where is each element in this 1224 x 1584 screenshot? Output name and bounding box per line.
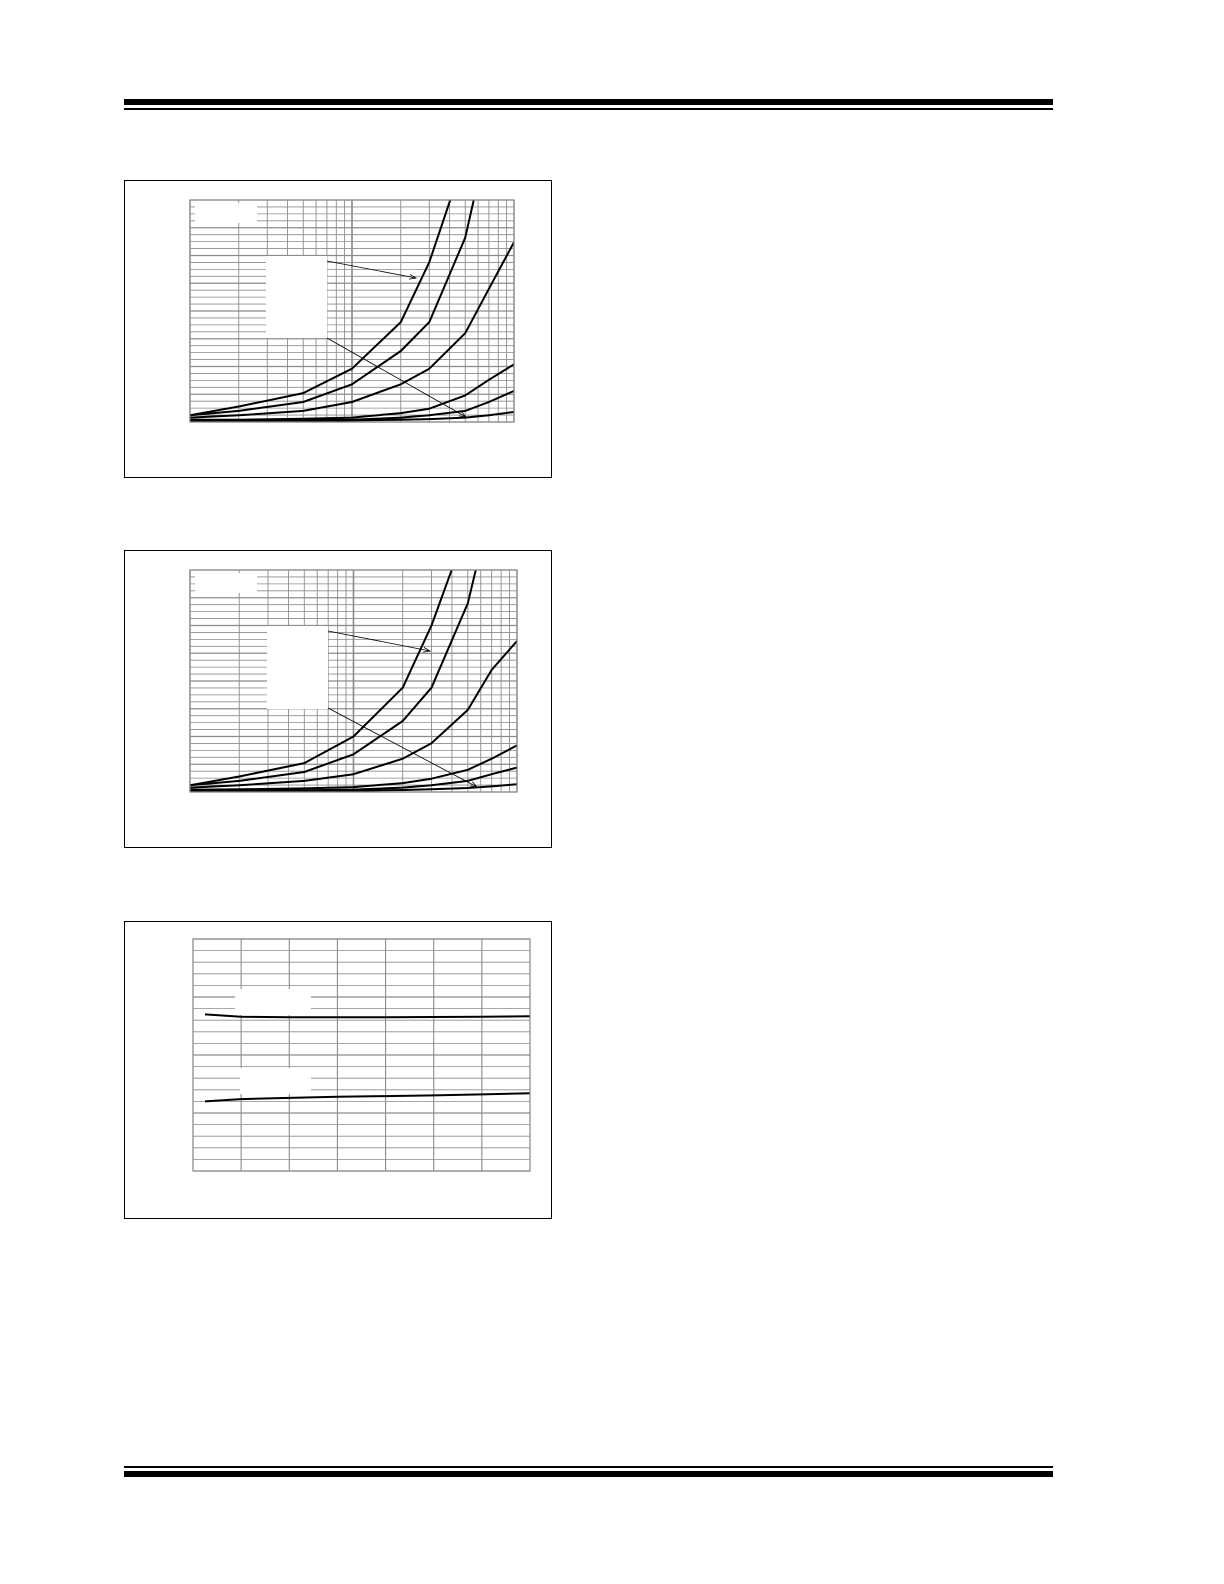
arrowhead-icon <box>409 274 418 280</box>
arrowhead-icon <box>470 781 479 788</box>
label-area <box>195 203 257 223</box>
plot-border <box>189 199 515 423</box>
label-area <box>195 573 257 593</box>
series-line-3 <box>190 241 514 419</box>
series-line-3 <box>190 640 517 789</box>
chart-frame-2 <box>124 550 552 848</box>
annotation-arrow <box>326 260 417 279</box>
header-thick-rule <box>124 99 1053 105</box>
chart-3 <box>192 938 531 1172</box>
series-line-2 <box>204 1092 530 1103</box>
series-line-2 <box>190 570 477 787</box>
series-line-4 <box>190 744 517 791</box>
series-line-2 <box>190 200 475 417</box>
annotation-arrow <box>326 337 467 418</box>
header-thin-rule <box>124 108 1053 110</box>
series-line-4 <box>190 363 514 421</box>
chart-2 <box>189 569 518 793</box>
annotation-arrow <box>327 630 431 652</box>
arrowhead-icon <box>459 411 468 418</box>
footer-thin-rule <box>124 1466 1053 1468</box>
series-line-6 <box>190 783 517 792</box>
arrowhead-icon <box>423 647 432 653</box>
label-area <box>235 989 311 1015</box>
label-area <box>240 1068 311 1094</box>
series-line-6 <box>190 411 514 422</box>
chart-1 <box>189 199 515 423</box>
footer-thick-rule <box>124 1471 1053 1477</box>
series-line-1 <box>190 200 452 417</box>
plot-border <box>192 938 531 1172</box>
plot-border <box>189 569 518 793</box>
chart-frame-1 <box>124 180 552 478</box>
annotation-arrow <box>327 707 478 788</box>
label-area <box>267 626 328 709</box>
label-area <box>266 256 327 338</box>
series-line-1 <box>204 1013 530 1019</box>
chart-frame-3 <box>124 921 552 1219</box>
series-line-1 <box>190 570 453 787</box>
